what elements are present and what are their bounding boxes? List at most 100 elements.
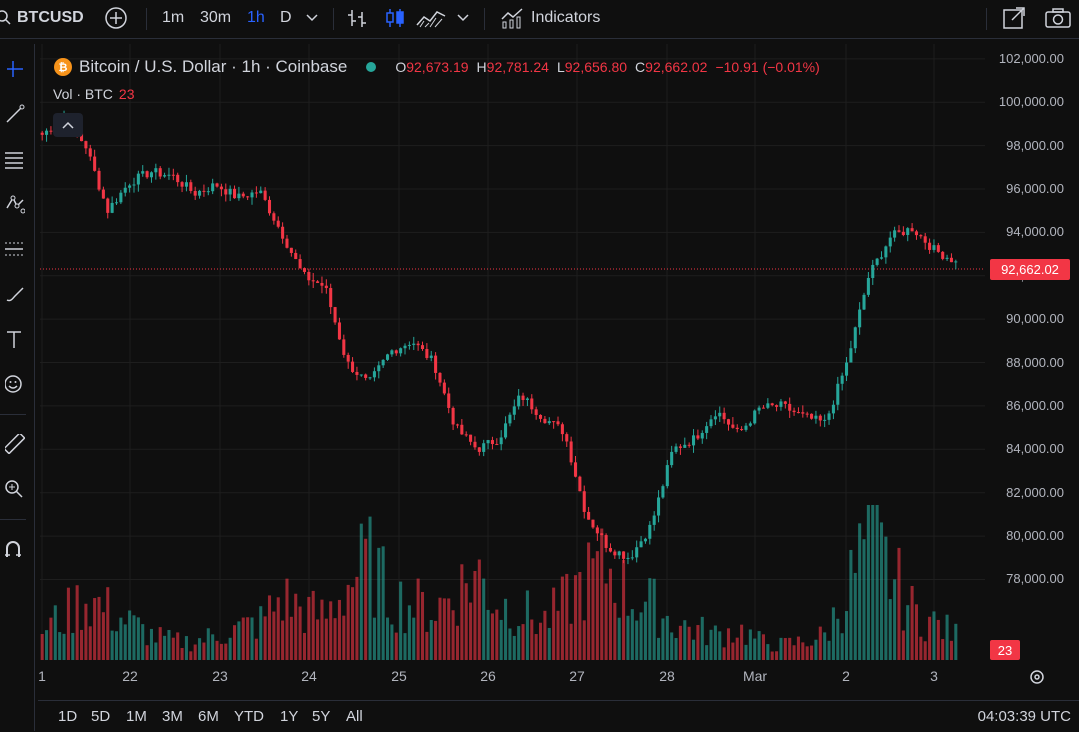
volume-bar [713,625,717,660]
interval-1h[interactable]: 1h [247,9,265,26]
candle [696,429,700,441]
volume-bar [718,631,722,660]
interval-d[interactable]: D [280,9,292,26]
interval-30m[interactable]: 30m [200,9,232,26]
volume-bar [403,633,407,660]
indicators-icon [501,8,523,29]
candle [259,186,263,194]
volume-bar [351,587,355,660]
range-6m[interactable]: 6M [198,708,219,725]
utc-clock[interactable]: 04:03:39 UTC [977,708,1071,725]
time-tick-label: 25 [391,668,407,684]
volume-bar [740,624,744,660]
volume-bar [893,579,897,660]
chart-settings-button[interactable] [1027,667,1047,690]
candle [626,552,630,565]
top-toolbar: BTCUSD 1m 30m 1h D Indicators [0,0,1079,39]
candle [372,367,376,382]
indicators-button[interactable]: Indicators [500,0,600,36]
range-5y[interactable]: 5Y [312,708,331,725]
magnet-tool[interactable] [0,534,30,564]
bitcoin-icon: ₿ [54,58,72,76]
volume-bar [355,576,359,660]
volume-bar [394,632,398,660]
range-ytd[interactable]: YTD [234,708,264,725]
compare-button[interactable] [104,0,128,36]
volume-bar [569,623,573,660]
collapse-legend-button[interactable] [53,113,83,137]
candle [578,475,582,492]
current-volume-tag: 23 [990,640,1020,660]
volume-bar [62,633,66,660]
candle [381,359,385,368]
candle [731,417,735,429]
candle [97,167,101,192]
zoom-tool[interactable] [0,474,30,504]
volume-bar [106,587,110,660]
crosshair-tool[interactable] [0,54,30,84]
volume-bar [434,620,438,660]
bar-chart-type-button[interactable] [346,0,368,36]
volume-bar [722,647,726,660]
candle [88,144,92,161]
candle [316,280,320,283]
volume-bar [897,547,901,660]
candle [525,397,529,407]
drawing-tools-sidebar [0,44,35,731]
volume-value: 23 [118,86,135,102]
volume-bar [945,614,949,660]
volume-bar [919,636,923,660]
volume-bar [866,505,870,660]
volume-bar [298,606,302,660]
screenshot-button[interactable] [1044,0,1072,36]
range-1d[interactable]: 1D [58,708,78,725]
brush-tool[interactable] [0,279,30,309]
symbol-search[interactable]: BTCUSD [0,0,84,36]
volume-bar [145,645,149,660]
fullscreen-button[interactable] [1002,0,1026,36]
forecast-tool[interactable] [0,234,30,264]
volume-legend[interactable]: Vol · BTC 23 [53,86,134,102]
volume-bar [333,618,337,660]
price-tick-label: 80,000.00 [1006,528,1064,544]
candle [914,229,919,240]
measure-tool[interactable] [0,429,30,459]
range-all[interactable]: All [346,708,363,725]
chart-type-dropdown[interactable] [456,0,470,36]
range-3m[interactable]: 3M [162,708,183,725]
range-1y[interactable]: 1Y [280,708,299,725]
volume-bar [744,644,748,660]
range-5d[interactable]: 5D [91,708,111,725]
candle [849,340,853,363]
volume-bar [180,647,184,660]
candle [93,149,97,172]
volume-bar [565,573,569,660]
icon-tool[interactable] [0,369,30,399]
candle [718,406,722,423]
area-chart-icon [416,11,446,28]
text-tool[interactable] [0,324,30,354]
area-chart-type-button[interactable] [416,0,446,36]
price-tick-label: 98,000.00 [1006,137,1064,153]
pattern-tool[interactable] [0,189,30,219]
price-chart[interactable] [0,0,1079,700]
trend-line-tool[interactable] [0,99,30,129]
fib-tool[interactable] [0,144,30,174]
candles-chart-type-button[interactable] [384,0,406,36]
candle [565,432,569,447]
candle [442,379,446,396]
volume-bar [486,609,490,660]
candle [193,186,197,200]
range-1m[interactable]: 1M [126,708,147,725]
interval-1m[interactable]: 1m [162,9,185,26]
volume-bar [329,601,333,660]
volume-bar [163,635,167,660]
volume-bar [416,578,420,660]
market-status-icon[interactable] [361,57,381,77]
candle [827,410,831,425]
interval-dropdown[interactable] [305,0,319,36]
candle [547,417,551,425]
candle [678,444,682,455]
candle [276,216,280,229]
symbol-title[interactable]: Bitcoin / U.S. Dollar · 1h · Coinbase [79,57,348,76]
